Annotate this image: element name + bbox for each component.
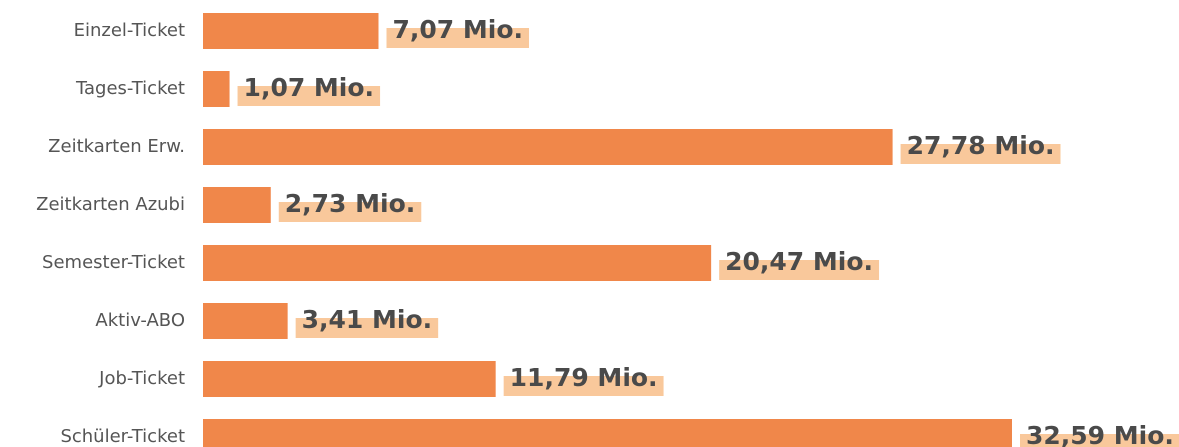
value-label-background <box>237 86 381 106</box>
bar <box>203 13 379 49</box>
category-label: Semester-Ticket <box>42 252 185 273</box>
bar <box>203 129 893 165</box>
value-label: 20,47 Mio. <box>725 247 873 276</box>
value-label: 2,73 Mio. <box>285 189 416 218</box>
value-label-background <box>719 260 880 280</box>
bar <box>203 187 271 223</box>
value-label-background <box>386 28 530 48</box>
value-label: 11,79 Mio. <box>510 363 658 392</box>
value-label-background <box>295 318 439 338</box>
value-label-background <box>900 144 1061 164</box>
category-label: Zeitkarten Azubi <box>36 194 185 215</box>
category-label: Aktiv-ABO <box>95 310 185 331</box>
bar <box>203 303 288 339</box>
category-label: Zeitkarten Erw. <box>48 136 185 157</box>
value-label: 27,78 Mio. <box>907 131 1055 160</box>
bar <box>203 361 496 397</box>
value-label-background <box>503 376 664 396</box>
value-label: 1,07 Mio. <box>244 73 375 102</box>
bar <box>203 419 1012 447</box>
value-label-background <box>278 202 422 222</box>
bar <box>203 245 712 281</box>
category-label: Einzel-Ticket <box>74 20 185 41</box>
value-label-background <box>1020 434 1179 447</box>
value-label: 3,41 Mio. <box>302 305 433 334</box>
value-label: 32,59 Mio. <box>1026 421 1174 447</box>
category-label: Schüler-Ticket <box>60 426 185 447</box>
bar <box>203 71 230 107</box>
category-label: Tages-Ticket <box>75 78 185 99</box>
category-label: Job-Ticket <box>98 368 185 389</box>
value-label: 7,07 Mio. <box>393 15 524 44</box>
